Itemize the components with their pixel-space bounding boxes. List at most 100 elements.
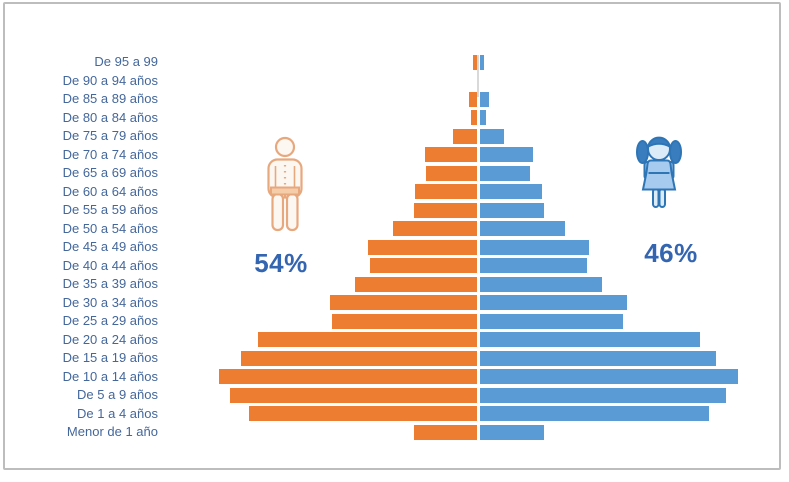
female-percentage-label: 46% (644, 238, 698, 268)
pyramid-row: De 95 a 99 (0, 53, 789, 72)
female-bar-zone (478, 331, 789, 350)
female-bar-zone (478, 386, 789, 405)
male-bar (258, 332, 477, 348)
male-percentage-label: 54% (254, 248, 308, 278)
pyramid-row: Menor de 1 año (0, 423, 789, 442)
female-bar (480, 258, 588, 274)
male-bar-zone (158, 90, 478, 109)
pyramid-row: De 30 a 34 años (0, 294, 789, 313)
male-bar (472, 54, 477, 70)
age-group-label: De 95 a 99 (94, 54, 158, 69)
male-bar-zone (158, 238, 478, 257)
male-bar (424, 147, 477, 163)
male-bar (471, 110, 477, 126)
female-bar-zone (478, 257, 789, 276)
male-bar-zone (158, 423, 478, 442)
male-bar-zone (158, 386, 478, 405)
pyramid-row: De 80 a 84 años (0, 109, 789, 128)
age-group-label: De 20 a 24 años (62, 331, 158, 347)
female-bar (480, 406, 709, 422)
female-bar (480, 110, 486, 126)
male-bar-zone (158, 72, 478, 91)
male-bar-zone (158, 53, 478, 72)
male-bar (453, 128, 477, 144)
female-bar-zone (478, 164, 789, 183)
age-group-label: De 5 a 9 años (77, 387, 158, 402)
male-bar (414, 424, 477, 440)
female-bar (480, 128, 505, 144)
male-bar (329, 295, 477, 311)
male-bar-zone (158, 294, 478, 313)
girl-icon (636, 136, 682, 208)
population-pyramid: De 95 a 99 De 90 a 94 años De 85 a 89 años… (0, 53, 789, 442)
female-bar-zone (478, 275, 789, 294)
female-bar (480, 295, 627, 311)
age-group-label: De 60 a 64 años (62, 183, 158, 199)
female-bar (480, 91, 490, 107)
male-bar-zone (158, 257, 478, 276)
pyramid-row: De 65 a 69 años (0, 164, 789, 183)
age-group-label: De 55 a 59 años (62, 202, 158, 217)
pyramid-row: De 70 a 74 años (0, 146, 789, 165)
male-bar-zone (158, 109, 478, 128)
pyramid-row: De 60 a 64 años (0, 183, 789, 202)
pyramid-row: De 40 a 44 años (0, 257, 789, 276)
age-group-label: Menor de 1 año (66, 424, 158, 439)
female-bar-zone (478, 238, 789, 257)
male-bar (230, 387, 477, 403)
female-bar (480, 54, 485, 70)
female-bar-zone (478, 405, 789, 424)
age-group-label: De 30 a 34 años (62, 294, 158, 310)
female-bar (480, 276, 603, 292)
male-bar (414, 184, 477, 200)
pyramid-row: De 15 a 19 años (0, 349, 789, 368)
male-bar (240, 350, 477, 366)
male-bar (369, 258, 477, 274)
male-bar (248, 406, 477, 422)
male-bar (468, 91, 477, 107)
male-bar (332, 313, 477, 329)
female-bar-zone (478, 368, 789, 387)
male-bar-zone (158, 146, 478, 165)
female-bar-zone (478, 220, 789, 239)
female-bar-zone (478, 294, 789, 313)
age-group-label: De 10 a 14 años (62, 368, 158, 384)
age-group-label: De 80 a 84 años (62, 109, 158, 125)
pyramid-row: De 10 a 14 años (0, 368, 789, 387)
pyramid-center-axis-line (477, 55, 479, 97)
pyramid-row: De 55 a 59 años (0, 201, 789, 220)
female-bar-zone (478, 201, 789, 220)
female-bar (480, 387, 727, 403)
female-bar-zone (478, 312, 789, 331)
male-bar (392, 221, 477, 237)
male-bar-zone (158, 331, 478, 350)
female-bar-zone (478, 183, 789, 202)
female-bar-zone (478, 349, 789, 368)
female-bar (480, 313, 624, 329)
pyramid-row: De 85 a 89 años (0, 90, 789, 109)
male-bar (414, 202, 477, 218)
male-bar-zone (158, 349, 478, 368)
female-bar (480, 350, 717, 366)
female-bar (480, 369, 738, 385)
female-bar (480, 221, 565, 237)
female-bar-zone (478, 146, 789, 165)
female-bar-zone (478, 127, 789, 146)
male-bar-zone (158, 164, 478, 183)
female-bar-zone (478, 90, 789, 109)
pyramid-row: De 45 a 49 años (0, 238, 789, 257)
male-bar (219, 369, 477, 385)
female-bar (480, 202, 544, 218)
male-bar-zone (158, 312, 478, 331)
female-bar-zone (478, 109, 789, 128)
male-bar-zone (158, 368, 478, 387)
male-bar-zone (158, 275, 478, 294)
female-bar (480, 147, 533, 163)
age-group-label: De 25 a 29 años (62, 313, 158, 328)
male-bar-zone (158, 183, 478, 202)
pyramid-row: De 1 a 4 años (0, 405, 789, 424)
male-bar (368, 239, 477, 255)
age-group-label: De 40 a 44 años (62, 257, 158, 273)
female-bar-zone (478, 72, 789, 91)
male-bar (355, 276, 477, 292)
